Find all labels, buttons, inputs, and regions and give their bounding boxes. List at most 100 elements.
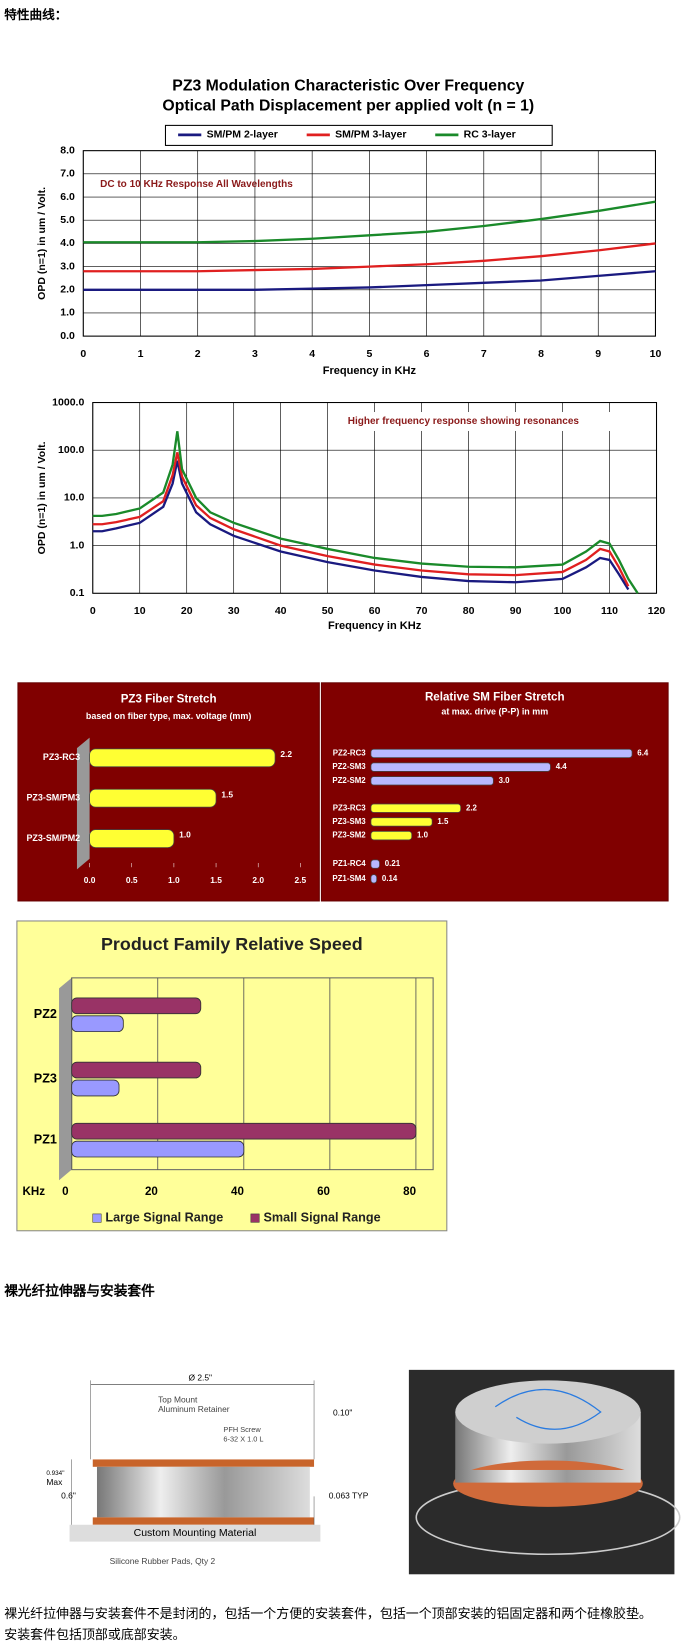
legend-label: Large Signal Range [105,1210,223,1224]
category-label: PZ1-RC4 [333,859,366,868]
y-tick-label: 0.0 [60,330,75,342]
x-tick-label: 80 [463,605,475,617]
photo-pad [453,1460,643,1507]
y-tick-label: 8.0 [60,144,75,156]
x-tick-label: 1.0 [168,875,180,885]
x-unit: KHz [22,1186,45,1198]
x-tick-label: 90 [510,605,522,617]
series-line [92,460,630,591]
series-line [83,270,656,291]
x-tick-label: 50 [322,605,334,617]
y-tick-label: 1000.0 [52,396,84,408]
x-tick-label: 8 [538,348,544,360]
x-tick-label: 110 [601,605,618,617]
x-axis-label: Frequency in KHz [328,620,422,632]
category-label: PZ3-SM2 [332,831,366,840]
bar [89,748,276,768]
category-label: PZ2 [34,1007,57,1021]
category-label: PZ3-RC3 [333,803,366,812]
fiber-body [96,1466,310,1518]
chart-title: Relative SM Fiber Stretch [425,692,565,704]
product-photo [408,1369,681,1575]
x-tick-label: 4 [309,348,315,360]
diagram-label: 0.934" [46,1470,64,1477]
bar [71,1015,124,1033]
chart-subtitle: Optical Path Displacement per applied vo… [162,98,534,115]
bar [370,803,462,813]
diagram-label: Custom Mounting Material [134,1527,257,1539]
bar [370,762,551,772]
bar [71,1079,120,1097]
axis-wall [59,977,72,1181]
value-label: 0.14 [382,874,398,883]
bar [71,997,202,1015]
y-tick-label: 7.0 [60,168,75,180]
bar [370,776,494,786]
bar [89,788,217,808]
photo-top [455,1380,641,1444]
bar [89,829,175,848]
value-label: 1.5 [221,789,233,799]
x-tick-label: 0.5 [126,875,138,885]
legend-label: SM/PM 2-layer [207,129,278,141]
axis-wall [76,737,90,870]
x-tick-label: 70 [416,605,428,617]
x-tick-label: 2.5 [295,875,307,885]
x-tick-label: 20 [145,1186,158,1198]
x-tick-label: 0.0 [84,875,96,885]
x-tick-label: 2 [195,348,201,360]
legend-label: Small Signal Range [263,1210,380,1224]
x-tick-label: 3 [252,348,258,360]
x-tick-label: 30 [228,605,240,617]
bar [71,1061,202,1079]
category-label: PZ3-SM/PM2 [26,833,80,843]
paragraph-line: 安装套件包括顶部或底部安装。 [4,1627,185,1642]
mounting-diagram: Ø 2.5" Top Mount Aluminum Retainer PFH S… [40,1369,390,1576]
diagram-label: Ø 2.5" [188,1373,212,1383]
x-tick-label: 40 [231,1186,244,1198]
value-label: 2.2 [466,803,478,812]
chart-subtitle: based on fiber type, max. voltage (mm) [86,711,251,721]
x-tick-label: 0 [62,1186,68,1198]
series-line [92,452,630,587]
x-tick-label: 2.0 [252,875,264,885]
value-label: 0.21 [385,859,401,868]
diagram-label: Aluminum Retainer [158,1404,230,1414]
x-tick-label: 20 [181,605,193,617]
x-tick-label: 120 [648,605,666,617]
value-label: 3.0 [499,776,511,785]
bar [370,817,433,827]
diagram-label: 0.10" [333,1407,352,1417]
paragraph-line: 裸光纤拉伸器与安装套件不是封闭的，包括一个方便的安装套件，包括一个顶部安装的铝固… [4,1606,652,1621]
x-tick-label: 6 [424,348,430,360]
value-label: 4.4 [556,762,568,771]
diagram-label: Max [46,1477,63,1487]
y-tick-label: 5.0 [60,214,75,226]
legend-swatch [250,1213,260,1223]
diagram-label: PFH Screw [223,1425,261,1434]
value-label: 1.0 [417,831,429,840]
legend-box [164,124,553,146]
annotation-box [339,412,626,431]
section-title: 裸光纤拉伸器与安装套件 [4,1282,155,1298]
bar [370,859,380,869]
legend-label: SM/PM 3-layer [335,129,406,141]
x-tick-label: 80 [403,1186,416,1198]
y-tick-label: 4.0 [60,237,75,249]
x-tick-label: 0 [90,605,96,617]
category-label: PZ3-RC3 [43,752,80,762]
chart-title: PZ3 Fiber Stretch [121,694,217,706]
mounting-material [69,1524,321,1542]
bar [71,1140,245,1158]
bar [71,1122,417,1140]
y-tick-label: 1.0 [70,539,85,551]
value-label: 1.5 [437,817,449,826]
y-tick-label: 100.0 [58,444,84,456]
chart-subtitle: at max. drive (P-P) in mm [441,707,548,717]
x-tick-label: 40 [275,605,287,617]
value-label: 6.4 [637,749,649,758]
top-retainer [92,1459,315,1467]
x-tick-label: 1 [138,348,144,360]
y-tick-label: 1.0 [60,307,75,319]
